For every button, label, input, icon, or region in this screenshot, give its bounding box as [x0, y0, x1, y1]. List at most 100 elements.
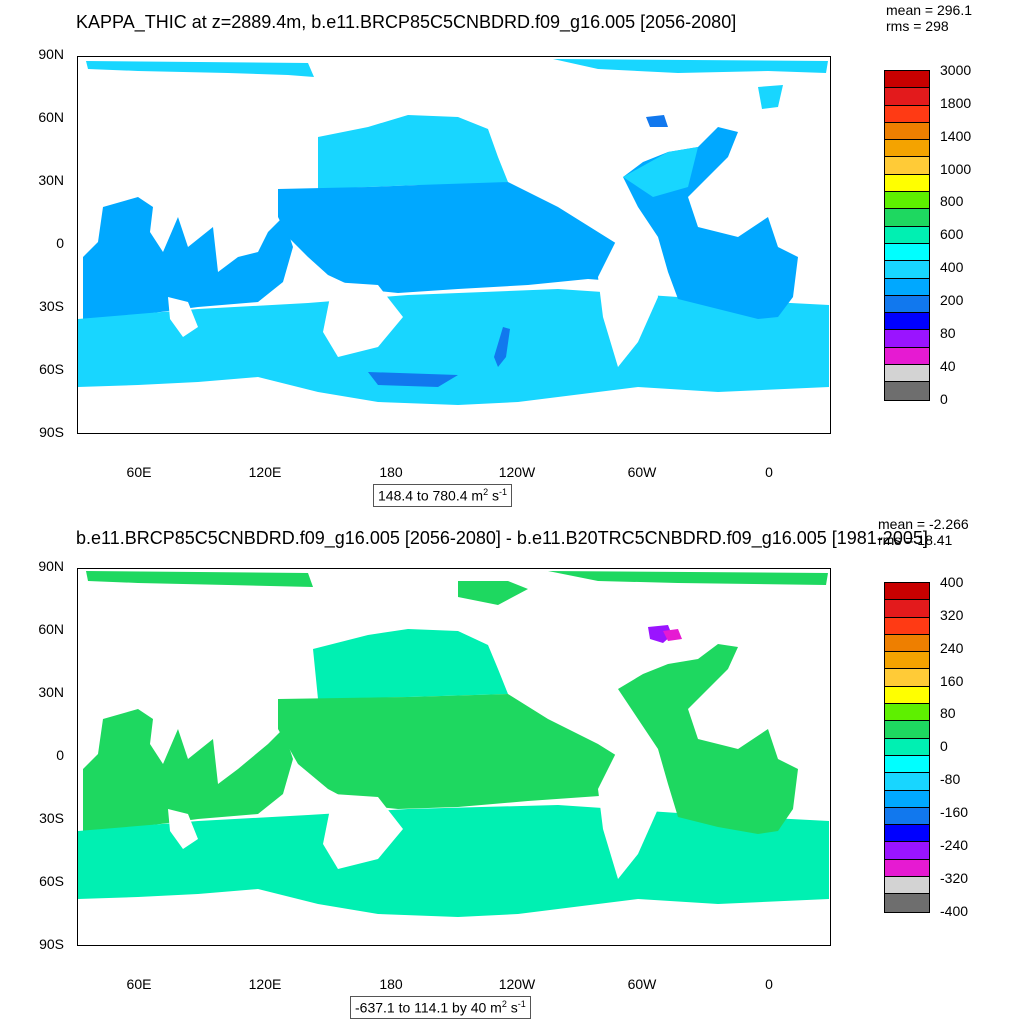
top-lon-label-60e: 60E [126, 464, 152, 480]
top-colorbar-swatch [885, 330, 929, 348]
top-rms-label: rms = 298 [886, 18, 949, 34]
top-colorbar-swatch [885, 157, 929, 175]
top-colorbar-tick-label: 1400 [940, 127, 972, 144]
top-lat-label-30s: 30S [39, 298, 64, 314]
bottom-lon-label-60w: 60W [627, 976, 657, 992]
bottom-colorbar-swatch [885, 790, 929, 808]
bottom-colorbar-swatch [885, 704, 929, 722]
top-colorbar-swatches [884, 70, 930, 401]
bottom-colorbar-swatch [885, 686, 929, 705]
top-colorbar-tick-label: 1800 [940, 94, 972, 111]
top-lat-label-60n: 60N [38, 109, 64, 125]
top-colorbar-swatch [885, 347, 929, 366]
bottom-colorbar-swatch [885, 842, 929, 860]
top-lat-label-60s: 60S [39, 361, 64, 377]
top-lon-label-0: 0 [765, 464, 773, 480]
top-map-area [77, 56, 831, 434]
top-lat-label-30n: 30N [38, 172, 64, 188]
bottom-colorbar-tick-label: 80 [940, 705, 956, 722]
bottom-colorbar-tick-label: -80 [940, 771, 961, 788]
top-colorbar-swatch [885, 192, 929, 210]
top-lon-label-180: 180 [379, 464, 403, 480]
bottom-lat-label-60s: 60S [39, 873, 64, 889]
bottom-colorbar-tick-label: 240 [940, 639, 964, 656]
top-colorbar-swatch [885, 105, 929, 123]
top-colorbar-swatch [885, 243, 929, 262]
bottom-colorbar-tick-label: 320 [940, 606, 964, 623]
bottom-colorbar-swatch [885, 755, 929, 774]
bottom-colorbar-tick-label: 400 [940, 574, 964, 590]
bottom-colorbar-swatch [885, 617, 929, 635]
bottom-lon-label-120w: 120W [498, 976, 536, 992]
top-colorbar-swatch [885, 209, 929, 227]
top-lon-label-60w: 60W [627, 464, 657, 480]
bottom-colorbar-swatch [885, 859, 929, 878]
top-colorbar-swatch [885, 140, 929, 158]
top-colorbar-tick-label: 40 [940, 357, 956, 374]
bottom-colorbar-tick-label: 0 [940, 738, 948, 755]
bottom-colorbar-swatch [885, 583, 929, 601]
top-colorbar-swatch [885, 226, 929, 244]
bottom-colorbar-tick-label: 160 [940, 672, 964, 689]
top-range-label: 148.4 to 780.4 m2 s-1 [373, 484, 512, 507]
bottom-lat-label-90n: 90N [38, 558, 64, 574]
bottom-stats: mean = -2.266 rms = 18.41 [878, 516, 969, 548]
bottom-colorbar-tick-label: -160 [940, 804, 969, 821]
top-colorbar-tick-label: 3000 [940, 62, 972, 78]
bottom-map-area [77, 568, 831, 946]
top-colorbar-swatch [885, 71, 929, 89]
top-colorbar [884, 70, 930, 401]
bottom-ocean-field [78, 571, 829, 917]
top-colorbar-tick-label: 800 [940, 193, 964, 210]
bottom-range-label: -637.1 to 114.1 by 40 m2 s-1 [350, 996, 531, 1019]
top-colorbar-swatch [885, 278, 929, 296]
top-colorbar-tick-label: 400 [940, 259, 964, 276]
bottom-colorbar-swatch [885, 669, 929, 687]
bottom-lat-label-30n: 30N [38, 684, 64, 700]
top-lon-label-120w: 120W [498, 464, 536, 480]
bottom-colorbar-swatch [885, 807, 929, 826]
top-plot-title: KAPPA_THIC at z=2889.4m, b.e11.BRCP85C5C… [76, 12, 737, 32]
top-lon-label-120e: 120E [248, 464, 282, 480]
top-colorbar-swatch [885, 261, 929, 279]
top-colorbar-tick-label: 0 [940, 390, 948, 407]
bottom-colorbar-swatch [885, 773, 929, 791]
bottom-lon-label-120e: 120E [248, 976, 282, 992]
bottom-map-panel: b.e11.BRCP85C5CNBDRD.f09_g16.005 [2056-2… [0, 512, 1024, 1024]
top-colorbar-swatch [885, 365, 929, 383]
bottom-colorbar-swatch [885, 634, 929, 653]
bottom-colorbar-swatch [885, 825, 929, 843]
bottom-colorbar-swatches [884, 582, 930, 913]
bottom-plot-title: b.e11.BRCP85C5CNBDRD.f09_g16.005 [2056-2… [76, 528, 928, 548]
bottom-colorbar-tick-label: -320 [940, 869, 969, 886]
bottom-lat-label-30s: 30S [39, 810, 64, 826]
bottom-lon-label-180: 180 [379, 976, 403, 992]
top-lat-label-90n: 90N [38, 46, 64, 62]
bottom-colorbar-swatch [885, 738, 929, 756]
bottom-colorbar-swatch [885, 721, 929, 739]
bottom-colorbar-swatch [885, 600, 929, 618]
top-colorbar-swatch [885, 295, 929, 314]
top-colorbar-swatch [885, 313, 929, 331]
top-stats: mean = 296.1 rms = 298 [886, 2, 972, 34]
bottom-lat-label-eq: 0 [56, 747, 64, 763]
top-ocean-field [78, 59, 829, 405]
top-colorbar-tick-label: 600 [940, 226, 964, 243]
top-colorbar-tick-label: 1000 [940, 160, 972, 177]
top-mean-label: mean = 296.1 [886, 2, 973, 18]
top-lat-label-90s: 90S [39, 424, 64, 440]
top-colorbar-swatch [885, 88, 929, 106]
bottom-colorbar-tick-label: -400 [940, 902, 969, 919]
top-map-panel: KAPPA_THIC at z=2889.4m, b.e11.BRCP85C5C… [38, 2, 972, 507]
bottom-colorbar [884, 582, 930, 913]
bottom-colorbar-swatch [885, 652, 929, 670]
top-colorbar-tick-label: 80 [940, 324, 956, 341]
bottom-colorbar-tick-label: -240 [940, 836, 969, 853]
top-lat-label-eq: 0 [56, 235, 64, 251]
bottom-rms-label: rms = 18.41 [878, 532, 953, 548]
top-colorbar-swatch [885, 382, 929, 400]
bottom-lat-label-60n: 60N [38, 621, 64, 637]
bottom-lat-label-90s: 90S [39, 936, 64, 952]
bottom-colorbar-swatch [885, 877, 929, 895]
bottom-mean-label: mean = -2.266 [878, 516, 969, 532]
